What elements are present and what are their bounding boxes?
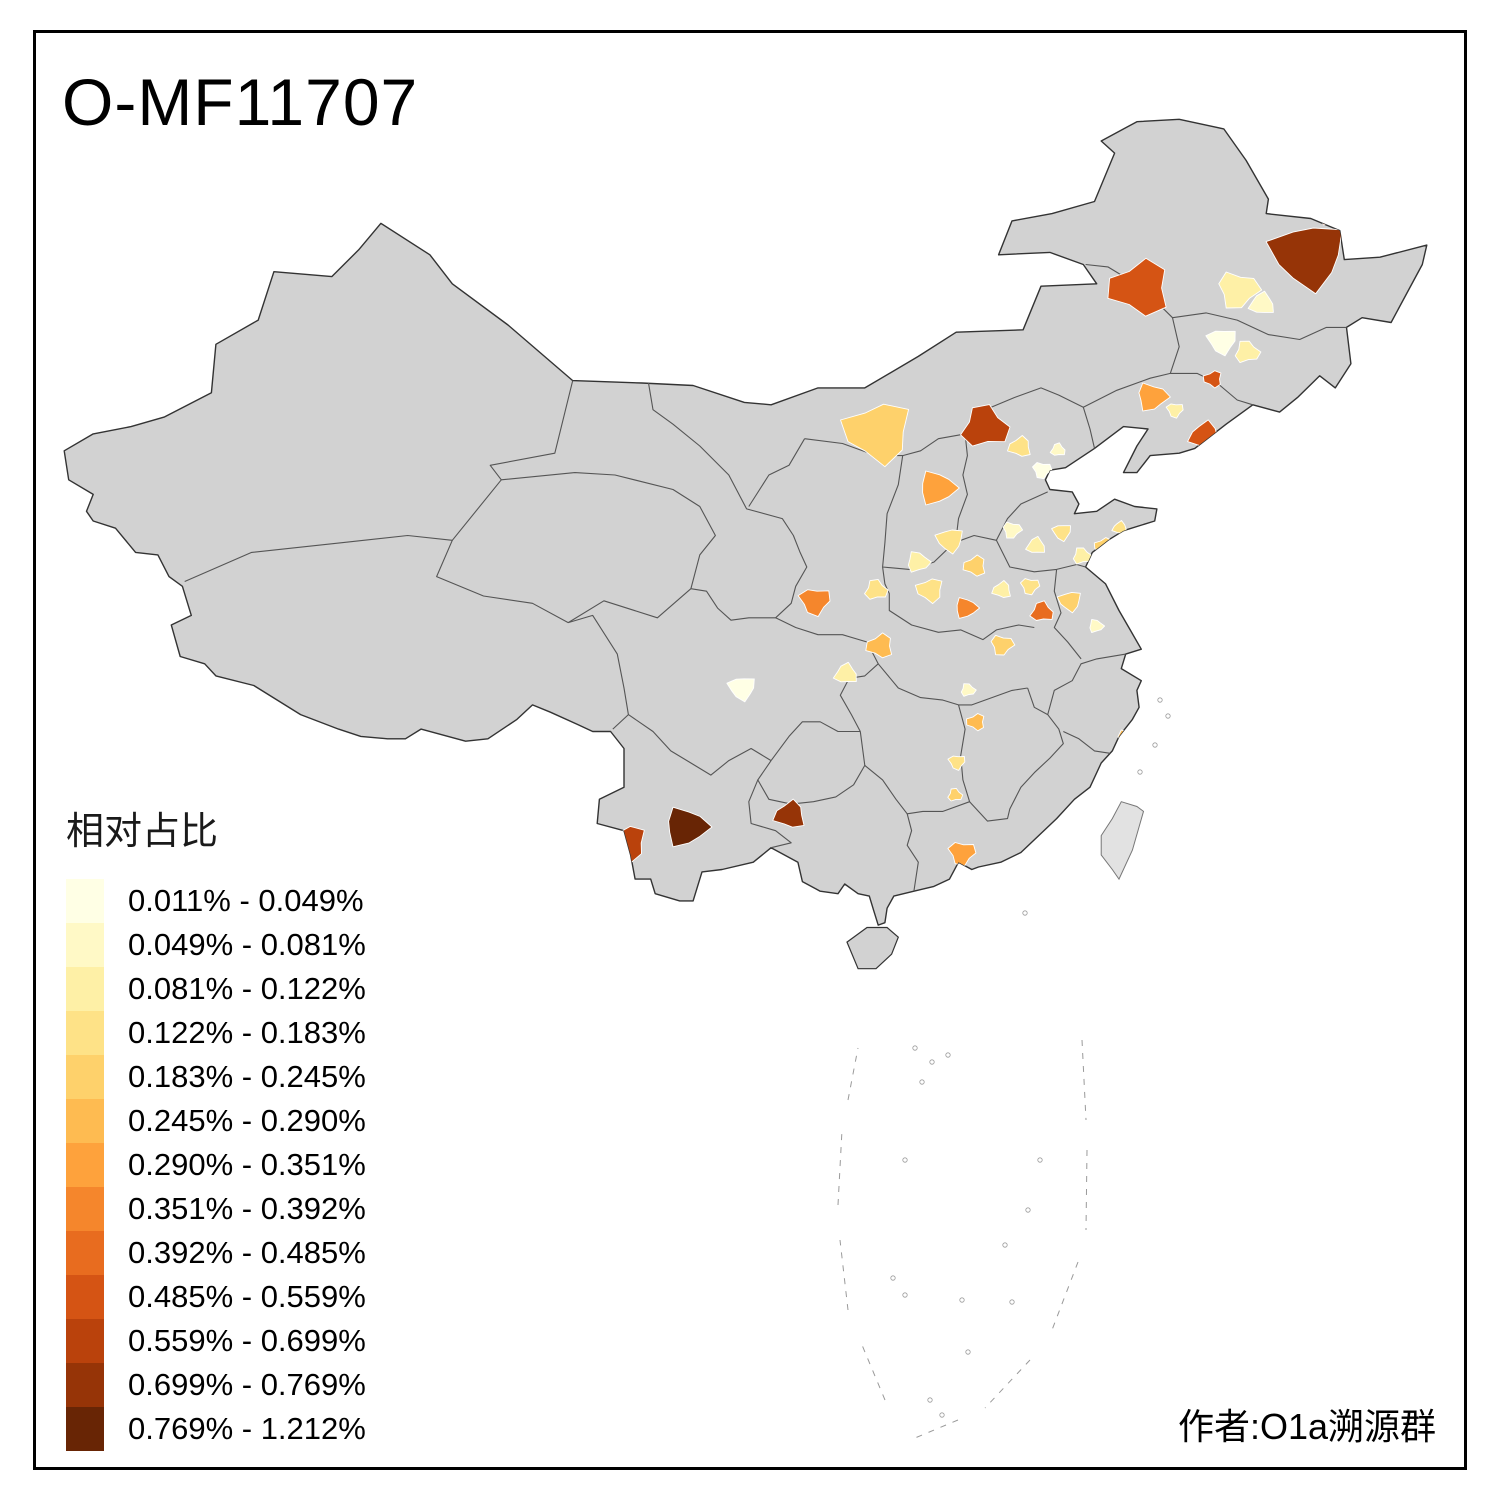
legend-row: 0.351% - 0.392% xyxy=(66,1187,366,1231)
prefecture-region xyxy=(1107,257,1167,317)
prefecture-region xyxy=(1202,370,1222,389)
prefecture-region xyxy=(947,787,964,802)
prefecture-region xyxy=(864,578,889,600)
prefecture-region xyxy=(922,470,960,506)
prefecture-region xyxy=(1117,729,1142,751)
prefecture-region xyxy=(1165,403,1184,419)
legend-label: 0.011% - 0.049% xyxy=(128,883,364,918)
legend-row: 0.081% - 0.122% xyxy=(66,967,366,1011)
author-credit: 作者:O1a溯源群 xyxy=(1177,1406,1436,1447)
legend-label: 0.290% - 0.351% xyxy=(128,1147,366,1182)
legend-row: 0.183% - 0.245% xyxy=(66,1055,366,1099)
prefecture-region xyxy=(1025,535,1045,553)
prefecture-region xyxy=(934,529,963,555)
legend-rows: 0.011% - 0.049% 0.049% - 0.081% 0.081% - 0… xyxy=(66,879,366,1451)
prefecture-region xyxy=(840,403,910,468)
prefecture-region xyxy=(668,806,713,848)
legend-row: 0.559% - 0.699% xyxy=(66,1319,366,1363)
prefecture-region xyxy=(947,755,966,771)
legend-label: 0.049% - 0.081% xyxy=(128,927,366,962)
legend-row: 0.485% - 0.559% xyxy=(66,1275,366,1319)
prefecture-region xyxy=(1247,290,1274,313)
legend-swatch xyxy=(66,879,104,923)
legend-swatch xyxy=(66,1143,104,1187)
prefecture-region xyxy=(1234,340,1262,364)
taiwan-island xyxy=(1100,801,1145,881)
prefecture-region xyxy=(1002,521,1024,539)
legend-swatch xyxy=(66,1055,104,1099)
prefecture-region xyxy=(832,661,857,683)
prefecture-region xyxy=(991,580,1011,598)
legend-label: 0.122% - 0.183% xyxy=(128,1015,366,1050)
prefecture-region xyxy=(956,597,981,619)
legend-label: 0.392% - 0.485% xyxy=(128,1235,366,1270)
legend-label: 0.699% - 0.769% xyxy=(128,1367,366,1402)
legend-label: 0.769% - 1.212% xyxy=(128,1411,366,1446)
sea-boundary-dashes xyxy=(837,1039,1088,1439)
legend-swatch xyxy=(66,1319,104,1363)
prefecture-region xyxy=(1265,227,1343,295)
prefecture-region xyxy=(1205,330,1236,357)
legend-row: 0.290% - 0.351% xyxy=(66,1143,366,1187)
legend-title: 相对占比 xyxy=(66,811,219,853)
prefecture-region xyxy=(1089,618,1106,634)
prefecture-region xyxy=(726,678,755,703)
legend-swatch xyxy=(66,1231,104,1275)
prefecture-region xyxy=(1007,435,1031,457)
legend-label: 0.485% - 0.559% xyxy=(128,1279,366,1314)
prefecture-region xyxy=(1019,578,1041,596)
legend-label: 0.081% - 0.122% xyxy=(128,971,366,1006)
prefecture-region xyxy=(1072,547,1094,565)
prefecture-region xyxy=(960,404,1011,447)
legend-label: 0.351% - 0.392% xyxy=(128,1191,366,1226)
prefecture-region xyxy=(797,589,831,618)
prefecture-region xyxy=(1318,198,1350,226)
prefecture-region xyxy=(960,683,977,697)
prefecture-region xyxy=(947,842,977,867)
legend-swatch xyxy=(66,1407,104,1451)
prefecture-region xyxy=(1139,706,1156,720)
legend-swatch xyxy=(66,923,104,967)
prefecture-region xyxy=(1032,462,1053,480)
legend-row: 0.392% - 0.485% xyxy=(66,1231,366,1275)
prefecture-region xyxy=(907,551,932,573)
legend-swatch xyxy=(66,1275,104,1319)
mainland-outline xyxy=(63,118,1428,926)
legend-swatch xyxy=(66,1099,104,1143)
prefecture-region xyxy=(865,632,893,659)
prefecture-region xyxy=(772,798,805,828)
prefecture-region xyxy=(1218,271,1263,309)
legend-row: 0.245% - 0.290% xyxy=(66,1099,366,1143)
legend-swatch xyxy=(66,1011,104,1055)
plot-title: O-MF11707 xyxy=(62,65,419,139)
prefecture-region xyxy=(1049,442,1066,456)
legend-row: 0.122% - 0.183% xyxy=(66,1011,366,1055)
prefecture-region xyxy=(962,554,986,577)
prefecture-region xyxy=(966,713,985,732)
prefecture-region xyxy=(1056,591,1081,614)
prefecture-region xyxy=(1051,525,1071,543)
prefecture-region xyxy=(1133,526,1163,552)
legend-label: 0.183% - 0.245% xyxy=(128,1059,366,1094)
legend: 相对占比 0.011% - 0.049% 0.049% - 0.081% 0.081… xyxy=(66,800,366,1451)
legend-swatch xyxy=(66,1363,104,1407)
legend-label: 0.559% - 0.699% xyxy=(128,1323,366,1358)
legend-row: 0.769% - 1.212% xyxy=(66,1407,366,1451)
legend-row: 0.049% - 0.081% xyxy=(66,923,366,967)
prefecture-region xyxy=(1029,600,1054,621)
legend-row: 0.699% - 0.769% xyxy=(66,1363,366,1407)
prefecture-region xyxy=(990,634,1016,656)
legend-swatch xyxy=(66,967,104,1011)
prefecture-region xyxy=(914,578,943,605)
legend-swatch xyxy=(66,1187,104,1231)
prefecture-region xyxy=(1138,382,1171,412)
legend-row: 0.011% - 0.049% xyxy=(66,879,366,923)
prefecture-region xyxy=(950,875,962,886)
legend-label: 0.245% - 0.290% xyxy=(128,1103,366,1138)
hainan-island xyxy=(846,926,900,970)
south-china-sea-islands xyxy=(890,697,1171,1418)
